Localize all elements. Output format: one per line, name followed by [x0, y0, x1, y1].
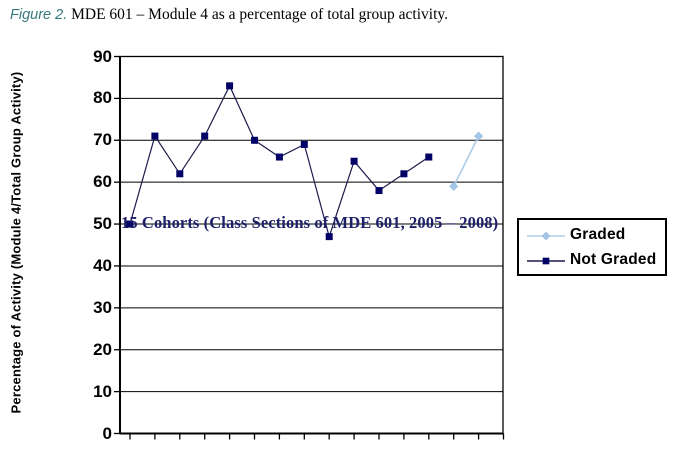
graded-series-marker-icon: [527, 229, 565, 241]
y-tick-label: 20: [93, 339, 112, 359]
y-tick-label: 70: [93, 130, 112, 150]
y-tick-label: 40: [93, 255, 112, 275]
y-tick-label: 90: [93, 46, 112, 66]
not-graded-series-marker-icon: [527, 254, 565, 266]
legend-label-not-graded: Not Graded: [570, 250, 657, 268]
y-tick-label: 50: [93, 214, 112, 234]
y-tick-label: 30: [93, 297, 112, 317]
figure-caption: Figure 2. MDE 601 – Module 4 as a percen…: [10, 6, 448, 24]
legend-label-graded: Graded: [570, 225, 626, 243]
legend-item-graded: Graded: [527, 222, 665, 247]
plot-area: [114, 55, 505, 440]
legend-item-not-graded: Not Graded: [527, 247, 665, 272]
y-tick-label: 60: [93, 172, 112, 192]
y-tick-label: 80: [93, 88, 112, 108]
figure-caption-label: Figure 2.: [10, 7, 68, 23]
y-tick-label: 10: [93, 381, 112, 401]
y-axis-title: Percentage of Activity (Module 4/Total G…: [8, 71, 24, 414]
figure-caption-text: MDE 601 – Module 4 as a percentage of to…: [67, 6, 449, 23]
legend-box: Graded Not Graded: [517, 218, 667, 276]
chart-annotation: 15 Cohorts (Class Sections of MDE 601, 2…: [121, 213, 499, 232]
y-tick-label: 0: [102, 423, 112, 443]
